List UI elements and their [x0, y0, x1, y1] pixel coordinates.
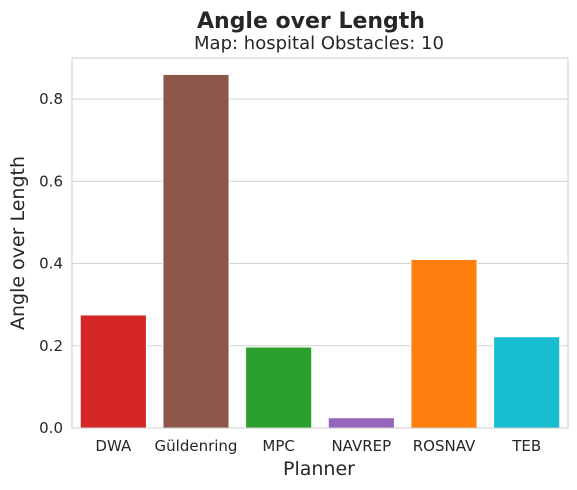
y-tick-label: 0.2 [39, 337, 63, 355]
y-axis-ticks: 0.0 0.2 0.4 0.6 0.8 [39, 90, 63, 437]
x-tick-label: ROSNAV [413, 437, 476, 455]
bar-navrep [327, 417, 395, 429]
y-tick-label: 0.4 [39, 255, 63, 273]
x-axis-label: Planner [283, 458, 355, 480]
plot-frame [71, 57, 569, 429]
y-axis-label: Angle over Length [7, 156, 29, 330]
x-tick-label: MPC [262, 437, 294, 455]
y-tick-label: 0.8 [39, 90, 63, 108]
bar-mpc [245, 346, 313, 429]
x-tick-label: NAVREP [331, 437, 391, 455]
x-axis-ticks: DWA Güldenring MPC NAVREP ROSNAV TEB [95, 437, 541, 455]
bar-dwa [79, 314, 147, 429]
y-tick-label: 0.6 [39, 172, 63, 190]
chart-title: Angle over Length [197, 9, 425, 34]
bar-teb [493, 336, 561, 429]
bar-rosnav [410, 258, 478, 429]
bar-güldenring [162, 73, 230, 429]
x-tick-label: Güldenring [155, 437, 238, 455]
x-tick-label: DWA [95, 437, 132, 455]
bars [79, 73, 561, 429]
y-tick-label: 0.0 [39, 419, 63, 437]
chart-subtitle: Map: hospital Obstacles: 10 [194, 33, 444, 54]
x-tick-label: TEB [511, 437, 541, 455]
